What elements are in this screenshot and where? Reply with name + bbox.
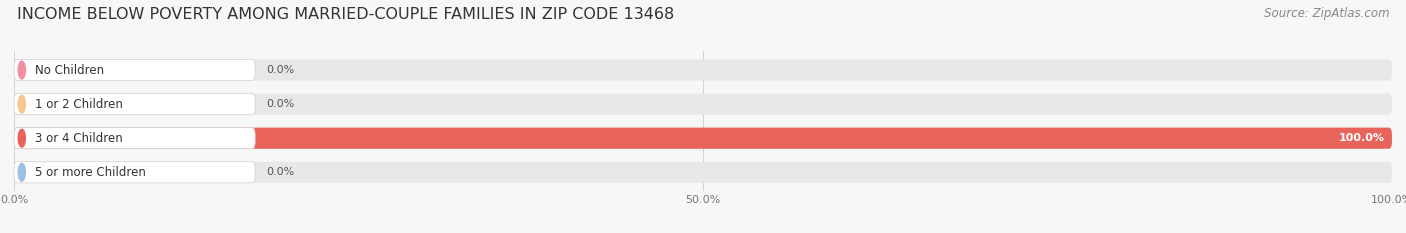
FancyBboxPatch shape bbox=[14, 128, 1392, 149]
FancyBboxPatch shape bbox=[14, 93, 1392, 115]
FancyBboxPatch shape bbox=[14, 128, 1392, 149]
Circle shape bbox=[18, 163, 25, 181]
Text: 100.0%: 100.0% bbox=[1339, 133, 1385, 143]
FancyBboxPatch shape bbox=[14, 59, 1392, 81]
FancyBboxPatch shape bbox=[14, 162, 256, 183]
Text: 1 or 2 Children: 1 or 2 Children bbox=[35, 98, 122, 111]
Text: 5 or more Children: 5 or more Children bbox=[35, 166, 146, 179]
Circle shape bbox=[18, 129, 25, 147]
Text: 0.0%: 0.0% bbox=[266, 99, 294, 109]
Text: INCOME BELOW POVERTY AMONG MARRIED-COUPLE FAMILIES IN ZIP CODE 13468: INCOME BELOW POVERTY AMONG MARRIED-COUPL… bbox=[17, 7, 673, 22]
FancyBboxPatch shape bbox=[14, 59, 256, 81]
Circle shape bbox=[18, 61, 25, 79]
Text: 0.0%: 0.0% bbox=[266, 65, 294, 75]
Text: No Children: No Children bbox=[35, 64, 104, 76]
Text: Source: ZipAtlas.com: Source: ZipAtlas.com bbox=[1264, 7, 1389, 20]
FancyBboxPatch shape bbox=[14, 162, 1392, 183]
FancyBboxPatch shape bbox=[14, 93, 256, 115]
Circle shape bbox=[18, 95, 25, 113]
FancyBboxPatch shape bbox=[14, 128, 256, 149]
Text: 3 or 4 Children: 3 or 4 Children bbox=[35, 132, 122, 145]
Text: 0.0%: 0.0% bbox=[266, 167, 294, 177]
